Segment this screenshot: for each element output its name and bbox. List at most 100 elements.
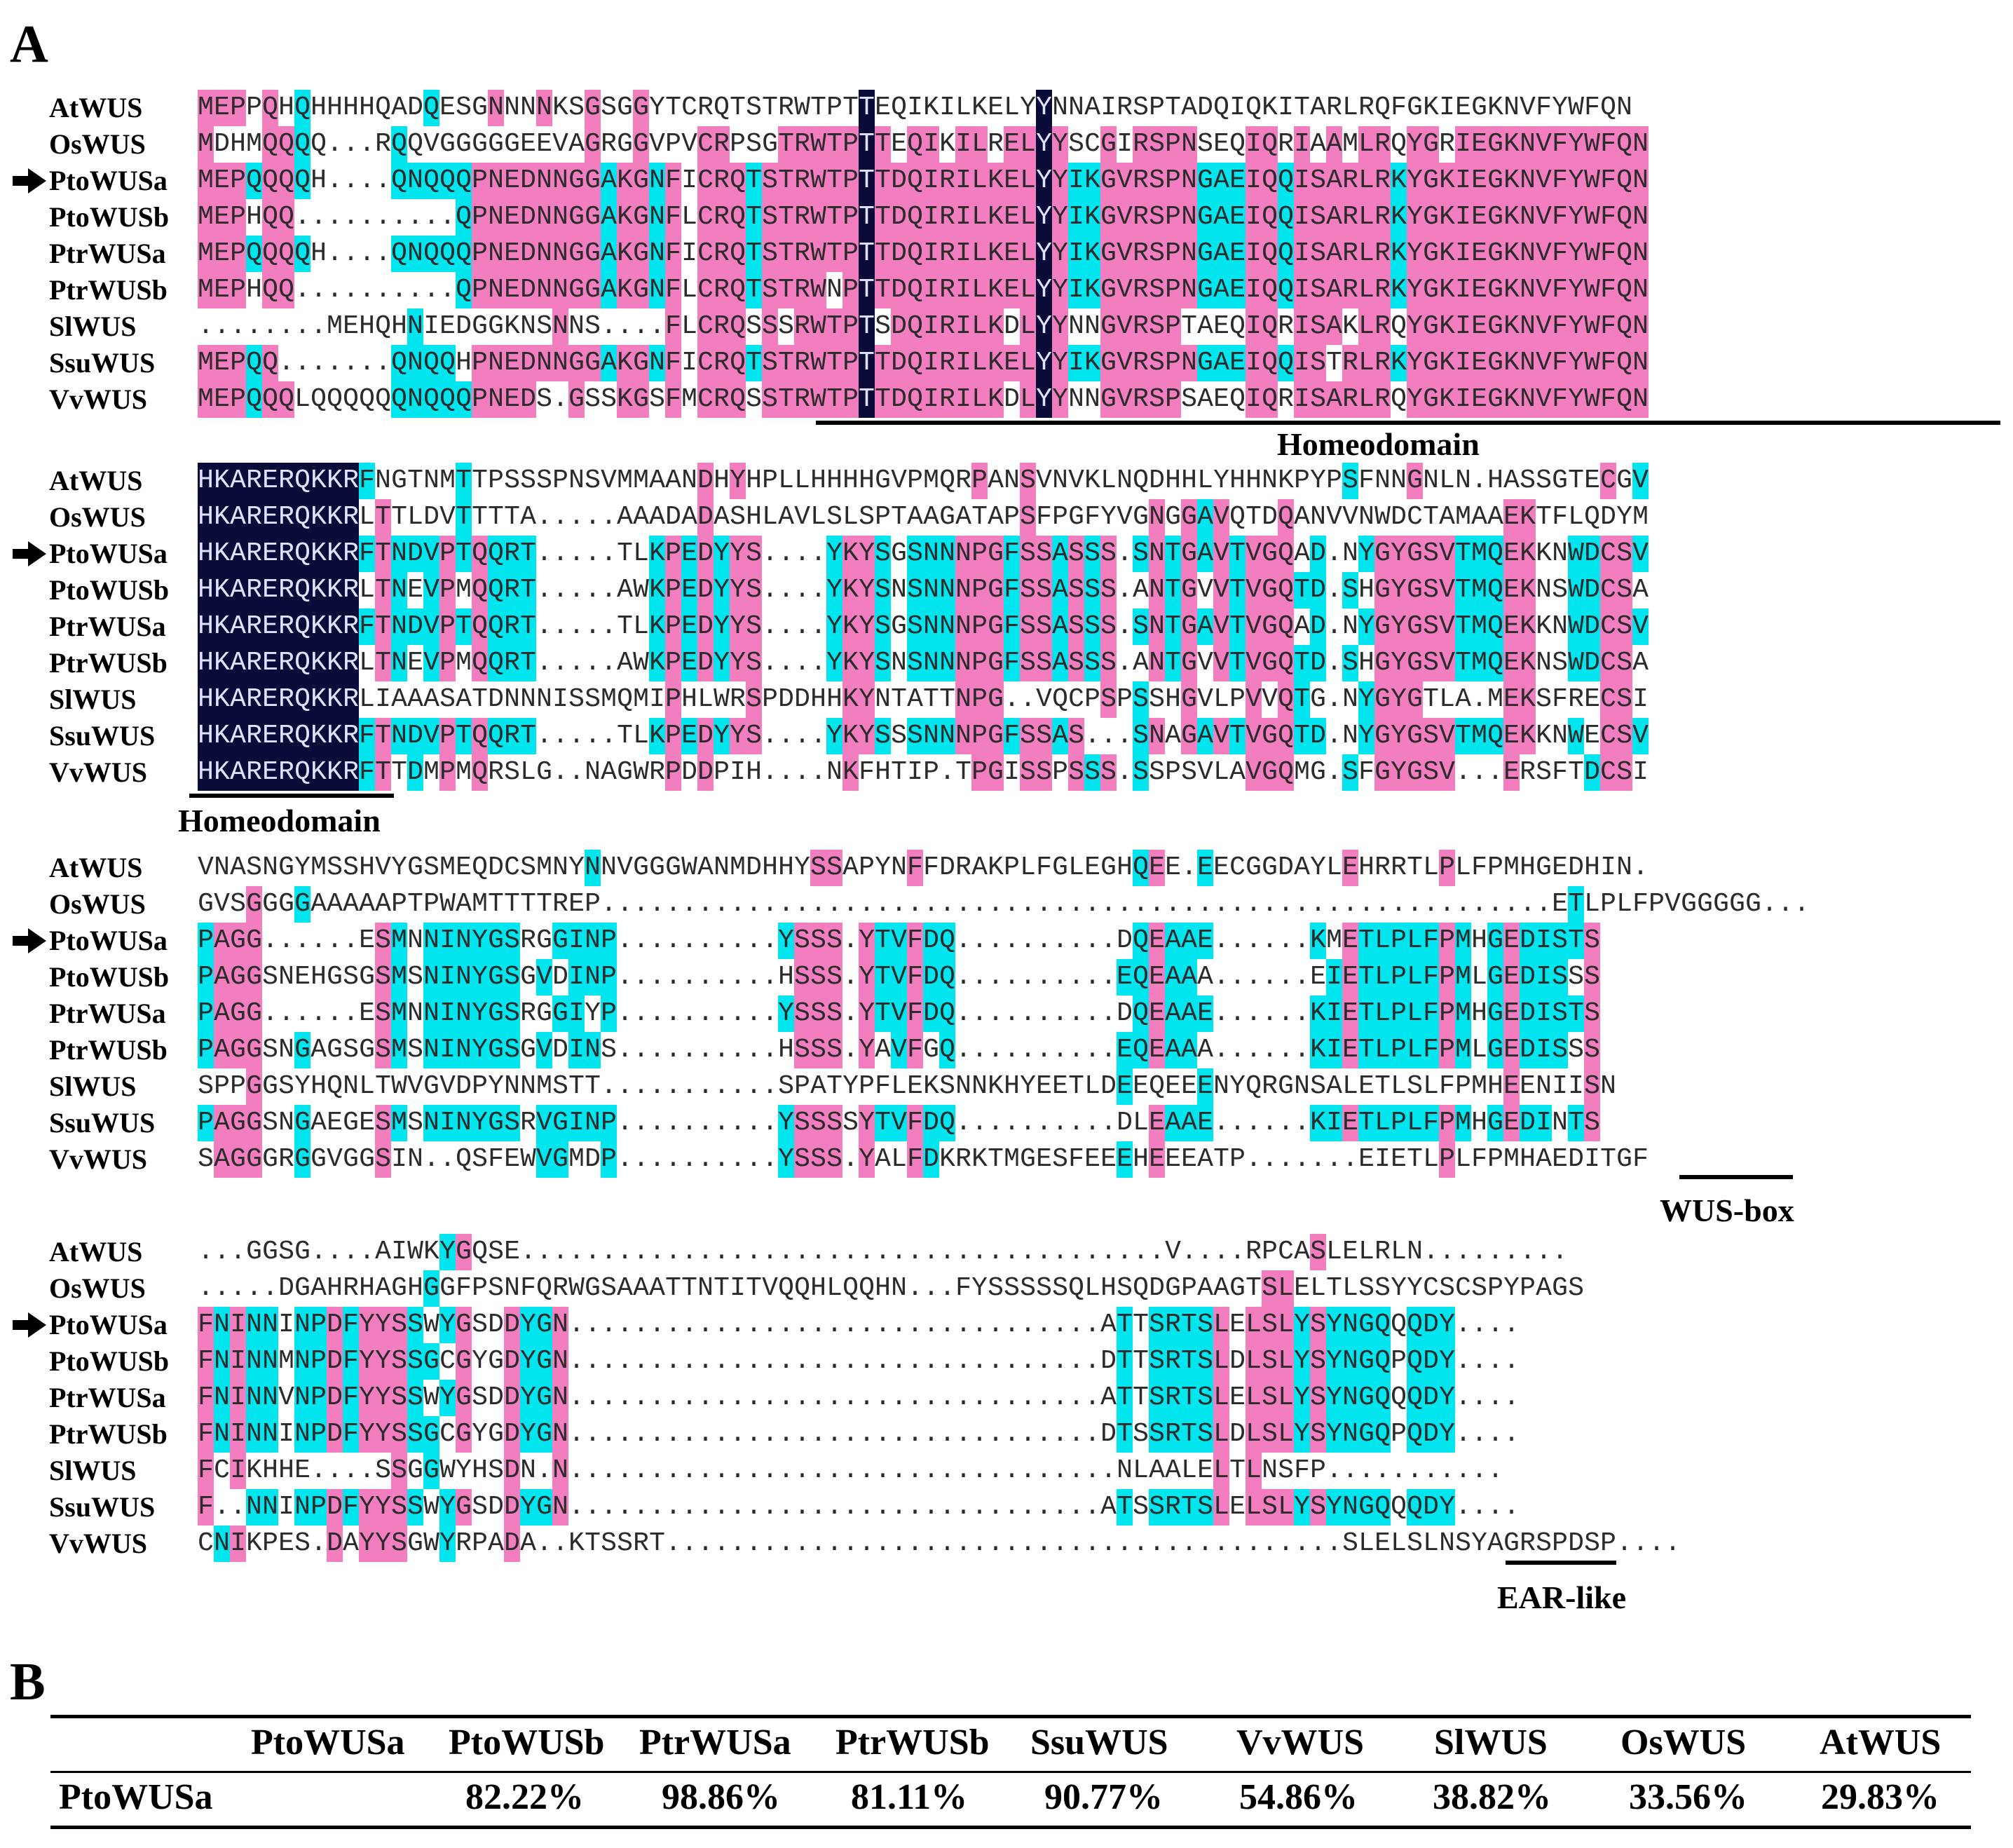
sequence-name: SsuWUS bbox=[49, 1107, 156, 1139]
sequence-name: PtoWUSb bbox=[49, 961, 170, 993]
homeodomain-bar-2 bbox=[189, 794, 394, 798]
sequence-residues: HKARERQKKRLTNEVPMQQRT.....AWKPEDYYS....Y… bbox=[198, 645, 1649, 681]
identity-header-7: OsWUS bbox=[1620, 1723, 1747, 1762]
homeodomain-label-2: Homeodomain bbox=[178, 803, 381, 838]
sequence-residues: CNIKPES.DAYYSGWYRPADA..KTSSRT...........… bbox=[198, 1526, 1681, 1562]
sequence-name: PtrWUSa bbox=[49, 998, 166, 1029]
sequence-name: OsWUS bbox=[49, 128, 146, 160]
sequence-residues: F..NNINPDFYYSSWYGSDDYGN.................… bbox=[198, 1489, 1520, 1526]
sequence-name: PtrWUSb bbox=[49, 1034, 168, 1066]
sequence-residues: GVSGGGGAAAAAPTPWAMTTTTREP...............… bbox=[198, 886, 1810, 923]
sequence-residues: HKARERQKKRFTNDVPTQQRT.....TLKPEDYYS....Y… bbox=[198, 609, 1649, 645]
sequence-residues: HKARERQKKRFNGTNMTTPSSSPNSVMMAANDHYHPLLHH… bbox=[198, 463, 1649, 499]
identity-value-2: 81.11% bbox=[851, 1777, 968, 1817]
identity-header-5: VvWUS bbox=[1236, 1723, 1365, 1762]
identity-value-1: 98.86% bbox=[662, 1777, 780, 1817]
sequence-name: AtWUS bbox=[49, 465, 143, 496]
sequence-residues: PAGGSNGAGSGSMSNINYGSGVDINS..........HSSS… bbox=[198, 1032, 1600, 1068]
panel-a-label: A bbox=[10, 15, 48, 74]
sequence-name: PtoWUSb bbox=[49, 574, 170, 606]
sequence-residues: MEPQQ.......QNQQHPNEDNNGGAKGNFICRQTSTRWT… bbox=[198, 345, 1649, 381]
identity-value-6: 33.56% bbox=[1629, 1777, 1747, 1817]
sequence-name: PtrWUSa bbox=[49, 1382, 166, 1413]
identity-header-6: SlWUS bbox=[1434, 1723, 1548, 1762]
sequence-residues: ...GGSG....AIWKYGQSE....................… bbox=[198, 1234, 1568, 1270]
arrow-right-icon bbox=[13, 1312, 46, 1338]
sequence-name: SlWUS bbox=[49, 1455, 137, 1486]
sequence-name: PtrWUSb bbox=[49, 1418, 168, 1450]
sequence-residues: ........MEHQHNIEDGGKNSNNS....FLCRQSSSRWT… bbox=[198, 308, 1649, 345]
identity-value-0: 82.22% bbox=[465, 1777, 584, 1817]
identity-header-4: SsuWUS bbox=[1030, 1723, 1168, 1762]
identity-header-2: PtrWUSa bbox=[639, 1723, 791, 1762]
table-mid-rule bbox=[50, 1771, 1971, 1773]
sequence-name: PtrWUSa bbox=[49, 238, 166, 269]
sequence-residues: MDHMQQQQ...RQQVGGGGGEEVAGRGGVPVCRPSGTRWT… bbox=[198, 126, 1649, 163]
sequence-name: SlWUS bbox=[49, 311, 137, 342]
sequence-name: SsuWUS bbox=[49, 720, 156, 752]
identity-header-3: PtrWUSb bbox=[835, 1723, 990, 1762]
sequence-residues: HKARERQKKRFTNDVPTQQRT.....TLKPEDYYS....Y… bbox=[198, 536, 1649, 572]
panel-b-label: B bbox=[10, 1652, 46, 1711]
sequence-name: AtWUS bbox=[49, 1236, 143, 1268]
sequence-residues: MEPQQQLQQQQQQNQQQPNEDS.GSSKGSFMCRQSSTRWT… bbox=[198, 381, 1649, 418]
sequence-residues: FNINNMNPDFYYSSGCGYGDYGN.................… bbox=[198, 1343, 1520, 1380]
sequence-residues: PAGG......ESMNNINYGSRGGIYP..........YSSS… bbox=[198, 996, 1600, 1032]
identity-value-7: 29.83% bbox=[1821, 1777, 1939, 1817]
ear-like-bar bbox=[1506, 1561, 1616, 1565]
sequence-name: VvWUS bbox=[49, 756, 148, 788]
sequence-residues: MEPPQHQHHHHQADQESGNNNNKSGSGGYTCRQTSTRWTP… bbox=[198, 90, 1632, 126]
identity-header-0: PtoWUSa bbox=[251, 1723, 405, 1762]
sequence-name: SsuWUS bbox=[49, 1491, 156, 1523]
identity-value-5: 38.82% bbox=[1433, 1777, 1551, 1817]
sequence-residues: FNINNINPDFYYSSGCGYGDYGN.................… bbox=[198, 1416, 1520, 1453]
table-bottom-rule bbox=[50, 1826, 1971, 1829]
sequence-residues: PAGGSNEHGSGSMSNINYGSGVDINP..........HSSS… bbox=[198, 959, 1600, 996]
sequence-name: VvWUS bbox=[49, 383, 148, 415]
sequence-name: SlWUS bbox=[49, 1071, 137, 1102]
arrow-right-icon bbox=[13, 928, 46, 953]
arrow-right-icon bbox=[13, 168, 46, 193]
sequence-residues: FCIKHHE....SSGGWYHSDN.N.................… bbox=[198, 1453, 1503, 1489]
sequence-residues: HKARERQKKRLTNEVPMQQRT.....AWKPEDYYS....Y… bbox=[198, 572, 1649, 609]
sequence-residues: MEPHQQ..........QPNEDNNGGAKGNFLCRQTSTRWN… bbox=[198, 272, 1649, 308]
sequence-residues: HKARERQKKRFTNDVPTQQRT.....TLKPEDYYS....Y… bbox=[198, 718, 1649, 754]
table-top-rule bbox=[50, 1715, 1971, 1718]
sequence-residues: MEPQQQQH....QNQQQPNEDNNGGAKGNFICRQTSTRWT… bbox=[198, 236, 1649, 272]
homeodomain-label-1: Homeodomain bbox=[1277, 426, 1480, 462]
sequence-name: VvWUS bbox=[49, 1528, 148, 1559]
sequence-residues: MEPQQQQH....QNQQQPNEDNNGGAKGNFICRQTSTRWT… bbox=[198, 163, 1649, 199]
identity-header-8: AtWUS bbox=[1820, 1723, 1942, 1762]
sequence-residues: PAGG......ESMNNINYGSRGGINP..........YSSS… bbox=[198, 923, 1600, 959]
sequence-name: OsWUS bbox=[49, 888, 146, 920]
sequence-residues: HKARERQKKRLTTLDVTTTTA.....AAADADASHLAVLS… bbox=[198, 499, 1649, 536]
sequence-name: PtoWUSa bbox=[49, 538, 168, 569]
identity-value-3: 90.77% bbox=[1044, 1777, 1163, 1817]
identity-row-label: PtoWUSa bbox=[59, 1777, 213, 1817]
sequence-name: AtWUS bbox=[49, 92, 143, 123]
ear-like-label: EAR-like bbox=[1497, 1579, 1626, 1615]
sequence-name: PtoWUSb bbox=[49, 201, 170, 233]
sequence-name: OsWUS bbox=[49, 1272, 146, 1304]
sequence-name: AtWUS bbox=[49, 852, 143, 883]
sequence-name: PtoWUSa bbox=[49, 925, 168, 956]
sequence-name: PtoWUSb bbox=[49, 1345, 170, 1377]
identity-header-1: PtoWUSb bbox=[449, 1723, 605, 1762]
sequence-name: SsuWUS bbox=[49, 347, 156, 379]
sequence-residues: FNINNVNPDFYYSSWYGSDDYGN.................… bbox=[198, 1380, 1520, 1416]
sequence-residues: .....DGAHRHAGHGGFPSNFQRWGSAAATTNTITVQQHL… bbox=[198, 1270, 1584, 1307]
sequence-name: OsWUS bbox=[49, 501, 146, 533]
sequence-name: PtrWUSb bbox=[49, 274, 168, 306]
sequence-residues: HKARERQKKRFTTDMPMQRSLG..NAGWRPDDPIH....N… bbox=[198, 754, 1649, 791]
sequence-residues: SAGGGRGGVGGSIN..QSFEWVGMDP..........YSSS… bbox=[198, 1141, 1649, 1178]
sequence-residues: VNASNGYMSSHVYGSMEQDCSMNYNNVGGGWANMDHHYSS… bbox=[198, 850, 1649, 886]
sequence-name: VvWUS bbox=[49, 1143, 148, 1175]
sequence-residues: MEPHQQ..........QPNEDNNGGAKGNFLCRQTSTRWT… bbox=[198, 199, 1649, 236]
sequence-residues: SPPGGSYHQNLTWVGVDPYNNMSTT...........SPAT… bbox=[198, 1068, 1616, 1105]
wus-box-label: WUS-box bbox=[1660, 1193, 1794, 1228]
identity-value-4: 54.86% bbox=[1239, 1777, 1358, 1817]
sequence-name: PtoWUSa bbox=[49, 165, 168, 196]
homeodomain-bar-1 bbox=[816, 421, 2000, 425]
sequence-residues: PAGGSNGAEGESMSNINYGSRVGINP..........YSSS… bbox=[198, 1105, 1600, 1141]
sequence-residues: HKARERQKKRLIAAASATDNNNISSMQMIPHLWRSPDDHH… bbox=[198, 681, 1649, 718]
